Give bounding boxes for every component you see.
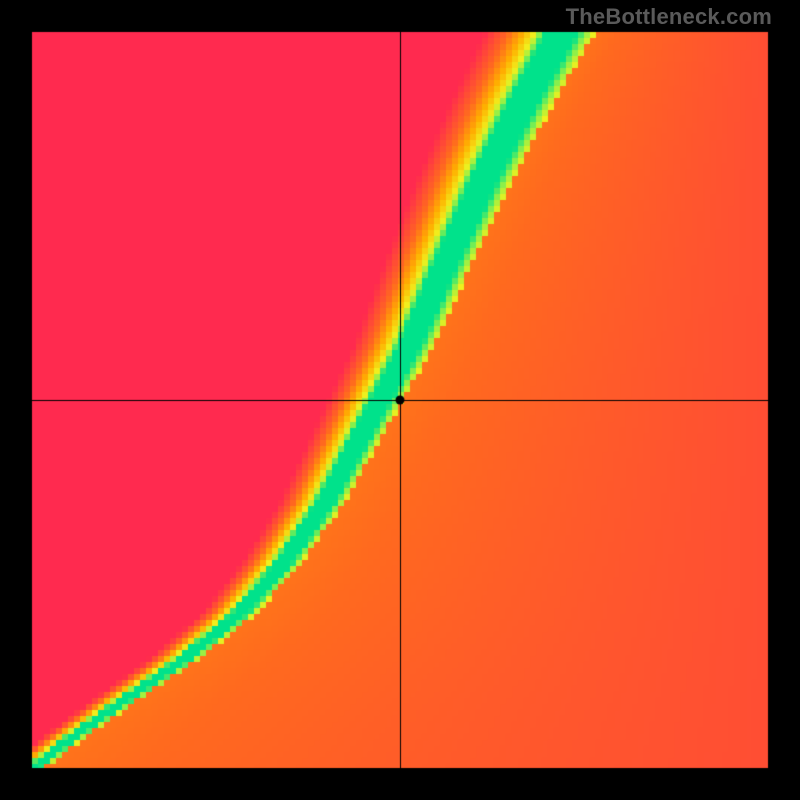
- watermark-text: TheBottleneck.com: [566, 4, 772, 30]
- chart-container: { "watermark": { "text": "TheBottleneck.…: [0, 0, 800, 800]
- heatmap-plot: [0, 0, 800, 800]
